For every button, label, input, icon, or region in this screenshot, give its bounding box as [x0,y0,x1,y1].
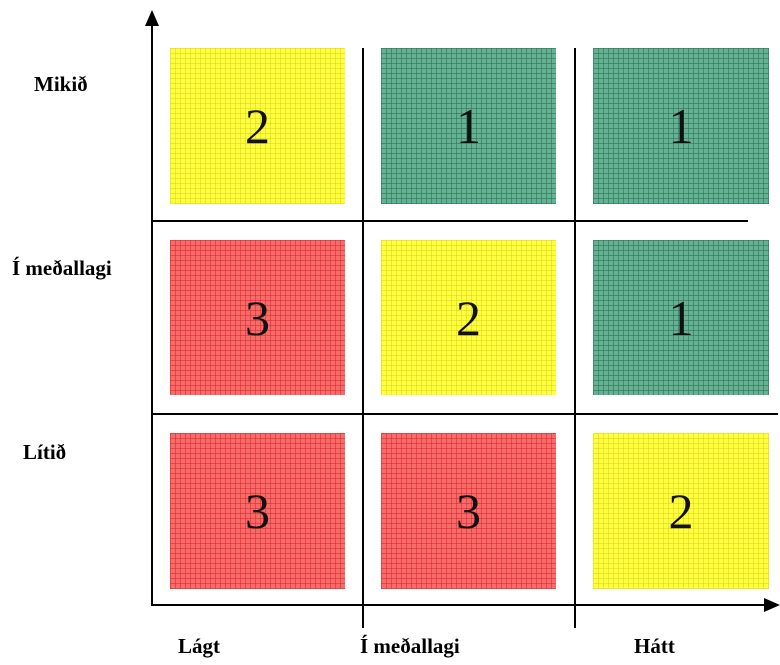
cell-value: 3 [456,483,481,539]
matrix-cell-r3-c1: 3 [170,433,345,589]
x-axis-label-high: Hátt [634,634,675,658]
cell-value: 1 [456,98,481,154]
column-divider-left [362,48,364,628]
matrix-cell-r1-c3: 1 [593,48,769,204]
matrix-cell-r3-c2: 3 [381,433,556,589]
matrix-cell-r2-c3: 1 [593,240,769,395]
x-axis-label-medium: Í meðallagi [360,634,460,658]
matrix-cell-r1-c1: 2 [170,48,345,204]
matrix-cell-r2-c2: 2 [381,240,556,395]
x-axis-line [151,604,769,606]
matrix-cell-r1-c2: 1 [381,48,556,204]
y-axis-label-high: Mikið [34,72,88,96]
y-axis-arrow-icon [145,10,159,26]
matrix-cell-r3-c3: 2 [593,433,769,589]
y-axis-label-medium: Í meðallagi [12,256,112,280]
column-divider-right [574,48,576,628]
x-axis-arrow-icon [764,598,780,612]
cell-value: 3 [245,289,270,346]
cell-value: 2 [668,483,694,539]
row-divider-bottom [152,413,778,415]
row-divider-top [152,220,748,222]
matrix-cell-r2-c1: 3 [170,240,345,395]
y-axis-line [151,20,153,606]
cell-value: 2 [456,289,481,346]
y-axis-label-low: Lítið [23,440,67,464]
cell-value: 2 [245,98,270,154]
x-axis-label-low: Lágt [178,634,220,658]
cell-value: 3 [245,483,270,539]
cell-value: 1 [668,98,694,154]
cell-value: 1 [668,289,694,346]
